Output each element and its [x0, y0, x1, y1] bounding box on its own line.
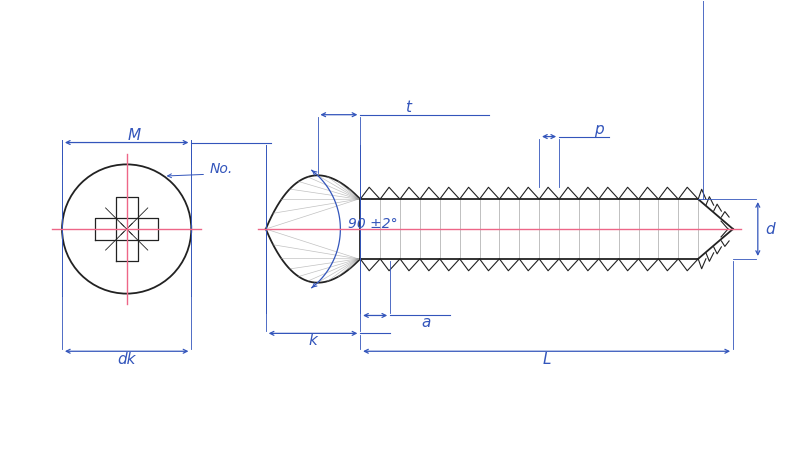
Text: dk: dk — [118, 352, 136, 367]
Text: k: k — [309, 333, 318, 348]
Text: d: d — [766, 222, 775, 236]
Text: p: p — [594, 122, 604, 137]
Text: a: a — [421, 315, 430, 330]
Text: M: M — [128, 128, 141, 143]
Text: No.: No. — [209, 162, 233, 176]
Text: L: L — [542, 352, 551, 367]
Text: 90 ±2°: 90 ±2° — [348, 217, 398, 231]
Text: t: t — [406, 100, 411, 115]
